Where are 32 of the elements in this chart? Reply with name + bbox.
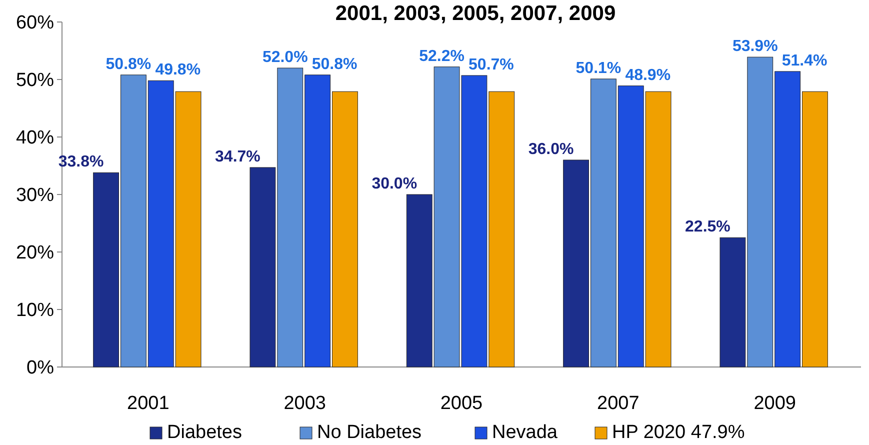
data-label: 50.1% [576, 60, 622, 77]
legend-label: HP 2020 47.9% [612, 422, 745, 443]
data-label: 50.8% [312, 56, 358, 73]
y-tick-label: 20% [16, 242, 54, 264]
legend-label: No Diabetes [317, 422, 422, 443]
x-tick-label: 2007 [597, 393, 640, 414]
x-tick-label: 2005 [440, 393, 483, 414]
data-label: 34.7% [215, 148, 260, 166]
data-label: 33.8% [58, 154, 104, 171]
data-label: 52.2% [419, 48, 464, 65]
legend-label: Nevada [492, 422, 558, 443]
data-label: 48.9% [625, 66, 671, 84]
data-label: 53.9% [732, 38, 778, 56]
data-label: 49.8% [155, 62, 201, 79]
data-label: 50.7% [468, 56, 514, 74]
data-label: 52.0% [262, 49, 308, 66]
x-tick-label: 2001 [127, 393, 170, 414]
y-tick-label: 10% [16, 300, 54, 322]
x-tick-label: 2009 [754, 393, 796, 414]
data-label: 22.5% [685, 218, 730, 236]
data-label: 36.0% [528, 141, 574, 158]
data-label: 50.8% [106, 56, 152, 73]
data-label: 30.0% [372, 176, 418, 192]
legend-label: Diabetes [167, 422, 242, 443]
y-tick-label: 0% [26, 358, 54, 379]
y-tick-label: 30% [16, 185, 54, 206]
data-label: 51.4% [782, 52, 828, 70]
chart-title: 2001, 2003, 2005, 2007, 2009 [335, 2, 616, 25]
y-tick-label: 40% [16, 128, 54, 149]
x-tick-label: 2003 [284, 393, 326, 414]
y-tick-label: 50% [16, 70, 54, 92]
y-tick-label: 60% [16, 12, 54, 34]
